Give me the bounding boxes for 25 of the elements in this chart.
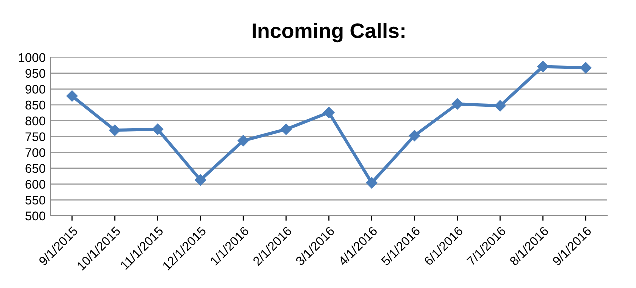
y-tick-label: 1000	[19, 53, 46, 62]
y-tick-label: 900	[26, 85, 46, 94]
point	[538, 61, 549, 72]
chart-title: Incoming Calls:	[252, 23, 405, 43]
point	[324, 107, 335, 118]
point	[152, 124, 164, 136]
y-tick-label: 750	[26, 132, 46, 142]
y-tick-label: 600	[26, 180, 46, 189]
point	[66, 90, 78, 102]
y-tick-label: 650	[26, 164, 46, 174]
point	[452, 98, 464, 110]
point	[409, 130, 420, 142]
y-tick-label: 500	[26, 212, 46, 221]
point	[280, 124, 292, 136]
y-tick-label: 550	[26, 196, 46, 205]
point	[238, 135, 250, 147]
y-tick-label: 850	[26, 100, 46, 110]
point	[195, 174, 206, 186]
point	[109, 124, 121, 136]
y-tick-label: 700	[26, 148, 46, 158]
y-tick-label: 950	[26, 69, 46, 78]
y-tick-label: 800	[26, 116, 46, 126]
point	[366, 177, 378, 189]
point	[580, 62, 592, 74]
point	[494, 100, 506, 112]
